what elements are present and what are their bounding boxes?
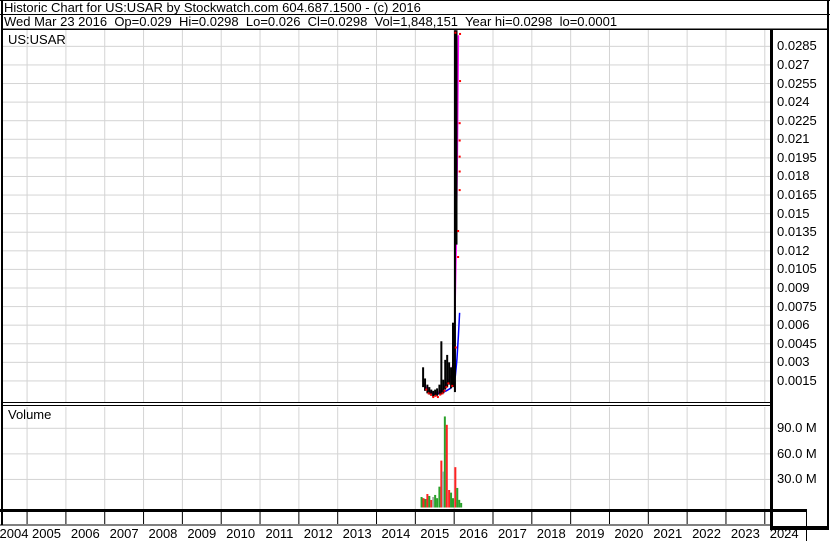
year-tick-label: 2013	[342, 526, 372, 541]
price-tick-label: 0.003	[777, 354, 810, 370]
chart-title: Historic Chart for US:USAR by Stockwatch…	[4, 0, 421, 15]
price-tick-label: 0.015	[777, 205, 810, 221]
year-tick-label: 2008	[148, 526, 178, 541]
year-tick-label: 2023	[730, 526, 760, 541]
year-tick-label: 2021	[653, 526, 683, 541]
year-tick-label: 2009	[187, 526, 217, 541]
price-tick-label: 0.027	[777, 56, 810, 72]
year-tick-label: 2015	[420, 526, 450, 541]
volume-tick-label: 60.0 M	[777, 445, 817, 461]
year-tick-label: 2011	[265, 526, 294, 541]
price-tick-label: 0.0045	[777, 335, 817, 351]
year-tick-label: 2016	[459, 526, 489, 541]
year-tick-label: 2004	[0, 526, 29, 541]
year-tick-label: 2010	[226, 526, 256, 541]
year-tick-label: 2022	[692, 526, 721, 541]
year-tick-label: 2007	[109, 526, 139, 541]
price-tick-label: 0.024	[777, 94, 810, 110]
year-tick-label: 2018	[536, 526, 566, 541]
price-tick-label: 0.021	[777, 131, 810, 147]
price-tick-label: 0.0165	[777, 187, 817, 203]
price-tick-label: 0.0075	[777, 298, 817, 314]
year-tick-label: 2012	[303, 526, 333, 541]
price-tick-label: 0.0105	[777, 261, 817, 277]
quote-info-line: Wed Mar 23 2016 Op=0.029 Hi=0.0298 Lo=0.…	[4, 14, 618, 29]
volume-tick-label: 90.0 M	[777, 420, 817, 436]
year-tick-label: 2014	[381, 526, 411, 541]
price-tick-label: 0.0015	[777, 372, 817, 388]
price-tick-label: 0.0195	[777, 149, 817, 165]
price-tick-label: 0.012	[777, 242, 810, 258]
year-tick-label: 2006	[70, 526, 100, 541]
price-tick-label: 0.006	[777, 317, 810, 333]
price-tick-label: 0.0225	[777, 112, 817, 128]
price-tick-label: 0.0285	[777, 38, 817, 54]
year-tick-label: 2005	[32, 526, 61, 541]
volume-tick-label: 30.0 M	[777, 471, 817, 487]
volume-pane-label: Volume	[8, 407, 52, 422]
price-tick-label: 0.009	[777, 279, 810, 295]
symbol-label: US:USAR	[8, 32, 66, 47]
price-tick-label: 0.0135	[777, 224, 817, 240]
year-tick-label: 2020	[614, 526, 644, 541]
year-tick-label: 2017	[497, 526, 527, 541]
year-tick-label: 2019	[575, 526, 605, 541]
price-tick-label: 0.018	[777, 168, 810, 184]
price-tick-label: 0.0255	[777, 75, 817, 91]
year-tick-label: 2024	[769, 526, 799, 541]
